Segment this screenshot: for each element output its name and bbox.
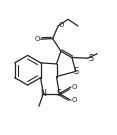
Text: O: O xyxy=(59,23,64,28)
Text: O: O xyxy=(72,84,77,90)
Text: O: O xyxy=(72,97,77,103)
Text: O: O xyxy=(35,36,40,42)
Text: S: S xyxy=(89,54,94,63)
Text: S: S xyxy=(57,89,62,98)
Text: N: N xyxy=(40,89,46,98)
Text: S: S xyxy=(73,67,78,76)
